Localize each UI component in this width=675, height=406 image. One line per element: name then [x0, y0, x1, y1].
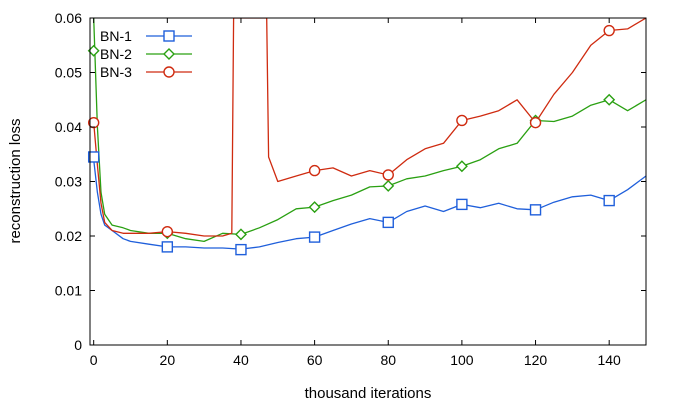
series-marker-bn-2: [308, 201, 321, 214]
x-tick-label: 60: [307, 352, 323, 368]
series-layer: [93, 18, 646, 250]
series-line-bn-3: [93, 18, 646, 237]
x-axis: 0 20 40 60 80 100 120 140: [90, 18, 621, 368]
series-marker-bn-1: [603, 194, 615, 207]
y-tick-label: 0.01: [55, 283, 82, 299]
series-marker-bn-1: [235, 243, 247, 256]
legend-label: BN-1: [100, 28, 132, 44]
x-tick-label: 140: [597, 352, 621, 368]
x-tick-label: 80: [380, 352, 396, 368]
y-tick-label: 0.05: [55, 65, 82, 81]
series-marker-bn-1: [382, 216, 394, 229]
y-axis: 0 0.01 0.02 0.03 0.04 0.05 0.06: [55, 10, 646, 353]
x-tick-label: 100: [450, 352, 474, 368]
x-tick-label: 120: [524, 352, 548, 368]
y-tick-label: 0.02: [55, 228, 82, 244]
marker-layer: [87, 24, 616, 256]
series-marker-bn-3: [529, 116, 542, 129]
series-marker-bn-3: [87, 116, 100, 129]
y-axis-title: reconstruction loss: [7, 118, 24, 243]
series-marker-bn-2: [382, 179, 395, 192]
y-tick-label: 0.03: [55, 174, 82, 190]
series-marker-bn-2: [234, 228, 247, 241]
x-tick-label: 20: [160, 352, 176, 368]
series-marker-bn-1: [529, 204, 542, 216]
legend-marker: [163, 66, 175, 78]
legend-marker: [163, 30, 175, 42]
series-line-bn-2: [93, 18, 646, 243]
series-marker-bn-3: [382, 169, 394, 181]
legend: BN-1 BN-2 BN-3: [100, 28, 192, 80]
series-marker-bn-2: [455, 160, 468, 173]
y-tick-label: 0: [74, 337, 82, 353]
series-marker-bn-3: [308, 164, 321, 177]
series-marker-bn-1: [87, 151, 100, 163]
x-tick-label: 0: [90, 352, 98, 368]
legend-label: BN-2: [100, 46, 132, 62]
x-axis-title: thousand iterations: [305, 385, 432, 402]
x-tick-label: 40: [233, 352, 249, 368]
series-marker-bn-2: [603, 93, 616, 106]
y-tick-label: 0.04: [55, 119, 82, 135]
series-marker-bn-3: [161, 225, 174, 238]
series-marker-bn-1: [161, 241, 174, 253]
series-marker-bn-3: [456, 114, 468, 127]
plot-frame: [89, 17, 647, 346]
legend-marker: [163, 48, 175, 60]
series-marker-bn-3: [603, 24, 615, 37]
series-line-bn-1: [93, 159, 646, 250]
y-tick-label: 0.06: [55, 10, 82, 26]
series-marker-bn-1: [456, 198, 468, 211]
legend-label: BN-3: [100, 64, 132, 80]
series-marker-bn-1: [308, 231, 321, 243]
